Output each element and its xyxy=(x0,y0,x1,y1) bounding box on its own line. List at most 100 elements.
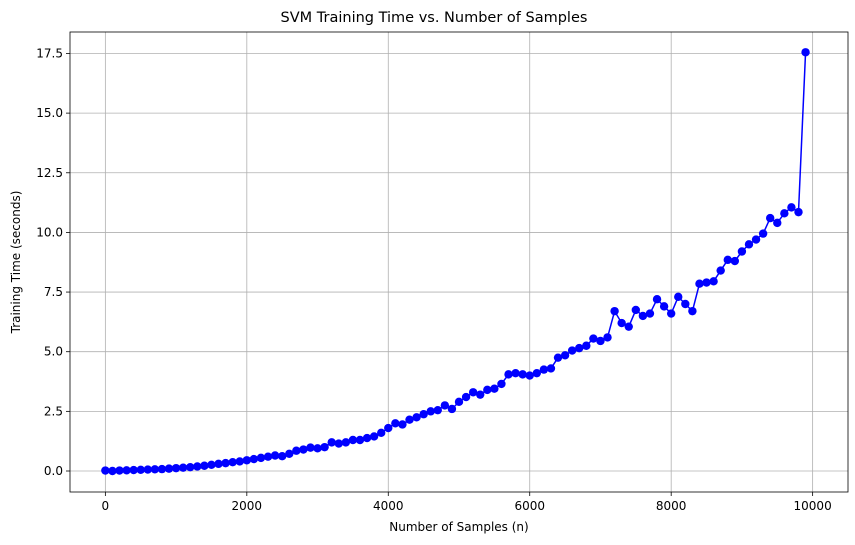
data-point xyxy=(773,218,782,228)
data-point xyxy=(362,433,372,443)
data-point xyxy=(369,432,379,441)
data-point xyxy=(341,438,351,447)
data-point xyxy=(560,351,570,360)
data-point xyxy=(468,388,478,397)
data-point xyxy=(610,306,619,316)
data-point xyxy=(582,341,591,350)
x-axis-label: Number of Samples (n) xyxy=(389,520,528,534)
x-tick-label: 8000 xyxy=(656,499,687,513)
data-point xyxy=(384,423,393,433)
data-point xyxy=(688,306,697,316)
data-point xyxy=(377,428,386,438)
data-point xyxy=(171,463,181,473)
data-point xyxy=(674,292,683,302)
data-point xyxy=(200,461,209,470)
data-point xyxy=(447,404,457,414)
data-point xyxy=(787,203,796,212)
y-axis-label: Training Time (seconds) xyxy=(9,191,23,335)
data-point xyxy=(433,405,442,415)
x-tick-label: 0 xyxy=(102,499,110,513)
data-point xyxy=(666,309,676,318)
data-point xyxy=(476,390,485,399)
y-tick-label: 15.0 xyxy=(36,106,63,120)
data-point xyxy=(695,279,704,288)
data-point xyxy=(766,213,775,223)
data-point xyxy=(638,311,648,321)
data-point xyxy=(412,413,421,422)
data-point xyxy=(355,435,365,445)
data-point xyxy=(603,333,612,342)
data-point xyxy=(702,278,711,287)
y-tick-label: 2.5 xyxy=(44,404,63,418)
data-point xyxy=(391,419,400,428)
data-point xyxy=(659,302,669,311)
data-point xyxy=(228,457,237,467)
plot-frame xyxy=(69,31,849,493)
data-point xyxy=(716,266,725,275)
x-tick-label: 4000 xyxy=(373,499,404,513)
data-point xyxy=(645,309,655,318)
data-point xyxy=(327,438,336,447)
data-point xyxy=(596,336,605,346)
data-point xyxy=(483,385,492,395)
data-point xyxy=(617,318,626,328)
data-point xyxy=(122,466,131,475)
data-point xyxy=(624,322,633,331)
data-point xyxy=(306,443,315,452)
data-point xyxy=(539,365,549,374)
data-point xyxy=(285,449,294,459)
data-point xyxy=(497,379,506,389)
data-point xyxy=(553,353,563,362)
data-point xyxy=(730,256,740,266)
data-point xyxy=(143,465,152,474)
data-point xyxy=(214,459,223,469)
y-tick-label: 12.5 xyxy=(36,166,63,180)
data-point xyxy=(794,207,803,217)
data-point xyxy=(270,451,280,460)
data-point xyxy=(546,364,556,373)
data-point xyxy=(652,295,662,304)
data-point xyxy=(504,370,513,379)
data-point xyxy=(567,346,577,355)
data-point xyxy=(490,384,499,393)
y-tick-label: 10.0 xyxy=(36,225,63,239)
data-point xyxy=(348,435,358,445)
data-point xyxy=(751,235,761,244)
chart-title: SVM Training Time vs. Number of Samples xyxy=(281,10,588,26)
data-point xyxy=(532,368,541,378)
data-point xyxy=(186,462,195,472)
data-point xyxy=(511,368,520,378)
data-point xyxy=(249,454,259,464)
data-point xyxy=(299,445,308,454)
y-tick-label: 7.5 xyxy=(44,285,63,299)
data-point xyxy=(709,277,718,286)
data-point xyxy=(780,209,789,218)
data-point xyxy=(263,452,273,461)
data-point xyxy=(631,305,641,315)
data-point xyxy=(575,343,584,353)
data-point xyxy=(681,299,690,309)
data-point xyxy=(525,371,534,380)
data-point xyxy=(461,392,471,402)
data-point xyxy=(136,465,145,475)
data-point xyxy=(193,462,202,471)
data-point xyxy=(101,466,110,475)
data-point xyxy=(320,442,329,452)
data-point xyxy=(454,397,464,407)
data-point xyxy=(398,420,407,429)
data-point xyxy=(207,460,216,470)
x-axis-ticks: 0 2000 4000 6000 8000 10000 xyxy=(102,492,832,513)
data-point xyxy=(723,255,732,265)
data-point xyxy=(405,415,414,424)
data-point xyxy=(178,463,188,472)
data-point xyxy=(313,444,322,453)
data-point xyxy=(744,240,754,249)
data-point xyxy=(334,439,343,448)
y-tick-label: 0.0 xyxy=(44,464,63,478)
data-point xyxy=(440,401,450,410)
y-tick-label: 17.5 xyxy=(36,46,63,60)
data-point xyxy=(164,464,174,473)
data-point xyxy=(157,464,167,474)
data-point xyxy=(737,247,747,256)
